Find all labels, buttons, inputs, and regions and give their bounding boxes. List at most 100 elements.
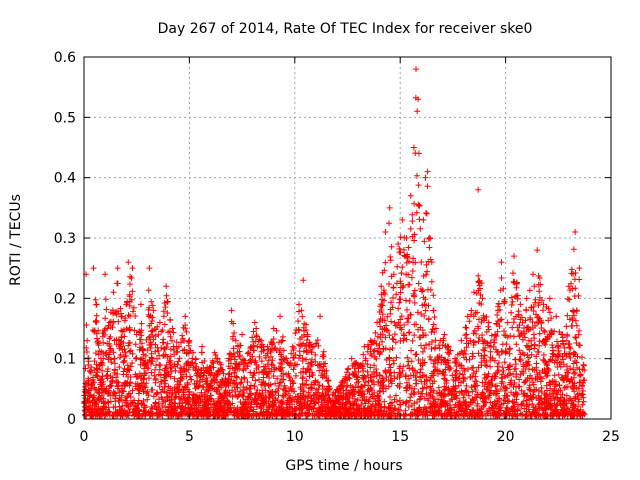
- data-point: [480, 398, 487, 405]
- data-point: [246, 412, 253, 419]
- data-point: [91, 396, 98, 403]
- data-point: [384, 328, 391, 335]
- data-point: [535, 319, 542, 326]
- data-point: [270, 336, 277, 343]
- data-point: [430, 321, 437, 328]
- data-point: [379, 269, 386, 276]
- y-tick-label: 0.4: [54, 171, 76, 187]
- data-point: [196, 402, 203, 409]
- data-point: [526, 375, 533, 382]
- data-point: [129, 288, 136, 295]
- data-point: [162, 304, 169, 311]
- data-point: [404, 354, 411, 361]
- data-point: [159, 327, 166, 334]
- data-point: [295, 308, 302, 315]
- data-point: [313, 408, 320, 415]
- data-point: [523, 342, 530, 349]
- data-point: [121, 365, 128, 372]
- data-point: [521, 405, 528, 412]
- data-point: [516, 347, 523, 354]
- data-point: [426, 244, 433, 251]
- data-point: [148, 369, 155, 376]
- data-point: [192, 356, 199, 363]
- data-point: [225, 378, 232, 385]
- data-point: [500, 397, 507, 404]
- data-point: [178, 374, 185, 381]
- data-point: [569, 411, 576, 418]
- data-point: [358, 408, 365, 415]
- data-point: [144, 347, 151, 354]
- data-point: [182, 313, 189, 320]
- data-point: [487, 390, 494, 397]
- data-point: [100, 410, 107, 417]
- data-point: [240, 393, 247, 400]
- data-point: [397, 407, 404, 414]
- data-point: [411, 293, 418, 300]
- data-point: [530, 271, 537, 278]
- data-point: [418, 310, 425, 317]
- data-point: [238, 379, 245, 386]
- data-point: [332, 408, 339, 415]
- data-point: [116, 364, 123, 371]
- data-point: [308, 349, 315, 356]
- y-tick-label: 0: [67, 412, 76, 428]
- data-point: [153, 362, 160, 369]
- data-point: [555, 354, 562, 361]
- data-point: [280, 393, 287, 400]
- data-point: [523, 307, 530, 314]
- data-point: [232, 364, 239, 371]
- data-point: [568, 410, 575, 417]
- data-point: [108, 378, 115, 385]
- data-point: [546, 309, 553, 316]
- data-point: [407, 311, 414, 318]
- data-point: [125, 259, 132, 266]
- data-point: [132, 355, 139, 362]
- data-point: [110, 289, 117, 296]
- data-point: [98, 348, 105, 355]
- data-point: [397, 234, 404, 241]
- data-point: [286, 362, 293, 369]
- data-point: [418, 288, 425, 295]
- data-point: [474, 323, 481, 330]
- data-point: [445, 363, 452, 370]
- data-point: [277, 313, 284, 320]
- data-point: [512, 361, 519, 368]
- data-point: [390, 336, 397, 343]
- data-point: [299, 375, 306, 382]
- data-point: [86, 368, 93, 375]
- data-point: [124, 362, 131, 369]
- data-point: [487, 348, 494, 355]
- data-point: [511, 253, 518, 260]
- data-point: [96, 396, 103, 403]
- data-point: [556, 412, 563, 419]
- data-point: [141, 402, 148, 409]
- data-point: [306, 373, 313, 380]
- data-point: [416, 405, 423, 412]
- data-point: [572, 334, 579, 341]
- data-point: [382, 345, 389, 352]
- data-point: [540, 307, 547, 314]
- data-point: [507, 332, 514, 339]
- data-point: [303, 356, 310, 363]
- data-point: [413, 321, 420, 328]
- data-point: [580, 387, 587, 394]
- data-point: [381, 291, 388, 298]
- data-point: [185, 401, 192, 408]
- data-point: [471, 327, 478, 334]
- data-point: [376, 387, 383, 394]
- data-point: [203, 374, 210, 381]
- data-point: [529, 401, 536, 408]
- data-point: [382, 228, 389, 235]
- data-point: [457, 379, 464, 386]
- data-point: [549, 344, 556, 351]
- data-point: [388, 243, 395, 250]
- data-point: [463, 398, 470, 405]
- data-point: [550, 351, 557, 358]
- data-point: [226, 350, 233, 357]
- data-point: [474, 407, 481, 414]
- data-point: [145, 375, 152, 382]
- data-point: [250, 369, 257, 376]
- data-point: [470, 313, 477, 320]
- y-tick-label: 0.3: [54, 231, 76, 247]
- data-point: [274, 388, 281, 395]
